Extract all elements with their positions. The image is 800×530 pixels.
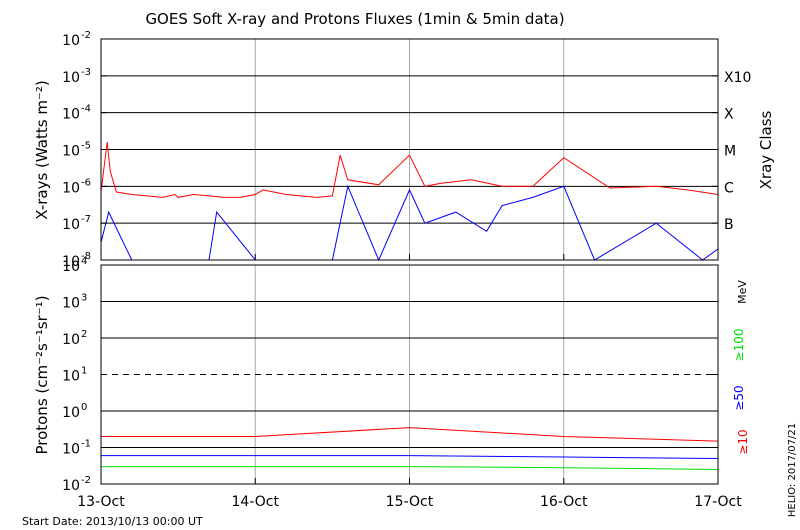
y-tick-label: 10 (62, 254, 80, 270)
xray-class-label: M (724, 144, 736, 160)
y-tick-exponent: -4 (81, 104, 91, 115)
proton-axis-label: Protons (cm⁻²s⁻¹sr⁻¹) (33, 295, 51, 454)
start-date: Start Date: 2013/10/13 00:00 UT (22, 515, 203, 528)
x-tick-label: 14-Oct (232, 494, 280, 510)
legend-label: ≥100 (732, 329, 746, 362)
y-tick-exponent: -1 (81, 439, 91, 450)
series-line (101, 466, 719, 470)
legend-label: ≥10 (736, 429, 750, 454)
y-tick-label: 10 (62, 217, 80, 233)
y-tick-exponent: -6 (81, 177, 91, 188)
xray-axis-label: X-rays (Watts m⁻²) (33, 80, 51, 219)
xray-class-label: X (724, 107, 734, 123)
chart-title: GOES Soft X-ray and Protons Fluxes (1min… (145, 10, 564, 28)
y-tick-label: 10 (62, 478, 80, 494)
y-tick-label: 10 (62, 259, 80, 275)
y-tick-label: 10 (62, 405, 80, 421)
y-tick-label: 10 (62, 442, 80, 458)
y-tick-exponent: -8 (81, 251, 91, 262)
x-tick-label: 13-Oct (77, 494, 125, 510)
legend-label: ≥50 (732, 385, 746, 410)
xray-class-label: B (724, 217, 734, 233)
mev-unit-label: MeV (736, 280, 749, 304)
y-tick-exponent: 2 (81, 329, 87, 340)
x-tick-label: 17-Oct (694, 494, 742, 510)
series-line (101, 455, 719, 459)
y-tick-exponent: 1 (81, 366, 87, 377)
y-tick-label: 10 (62, 107, 80, 123)
y-tick-exponent: 4 (81, 256, 87, 267)
xray-class-label: C (724, 180, 734, 196)
y-tick-label: 10 (62, 369, 80, 385)
y-tick-label: 10 (62, 144, 80, 160)
y-tick-exponent: -5 (81, 141, 91, 152)
series-line (101, 427, 719, 442)
xray-class-title: Xray Class (757, 110, 775, 189)
y-tick-label: 10 (62, 180, 80, 196)
y-tick-label: 10 (62, 296, 80, 312)
y-tick-exponent: 3 (81, 293, 87, 304)
y-tick-label: 10 (62, 70, 80, 86)
x-tick-label: 16-Oct (540, 494, 588, 510)
xray-class-label: X10 (724, 70, 751, 86)
y-tick-exponent: 0 (81, 402, 87, 413)
y-tick-exponent: -7 (81, 214, 91, 225)
y-tick-label: 10 (62, 332, 80, 348)
y-tick-exponent: -2 (81, 475, 91, 486)
x-tick-label: 15-Oct (386, 494, 434, 510)
y-tick-exponent: -3 (81, 67, 91, 78)
y-tick-label: 10 (62, 33, 80, 49)
helio-credit: HELIO: 2017/07/21 (787, 423, 798, 517)
series-line (100, 141, 719, 198)
y-tick-exponent: -2 (81, 30, 91, 41)
